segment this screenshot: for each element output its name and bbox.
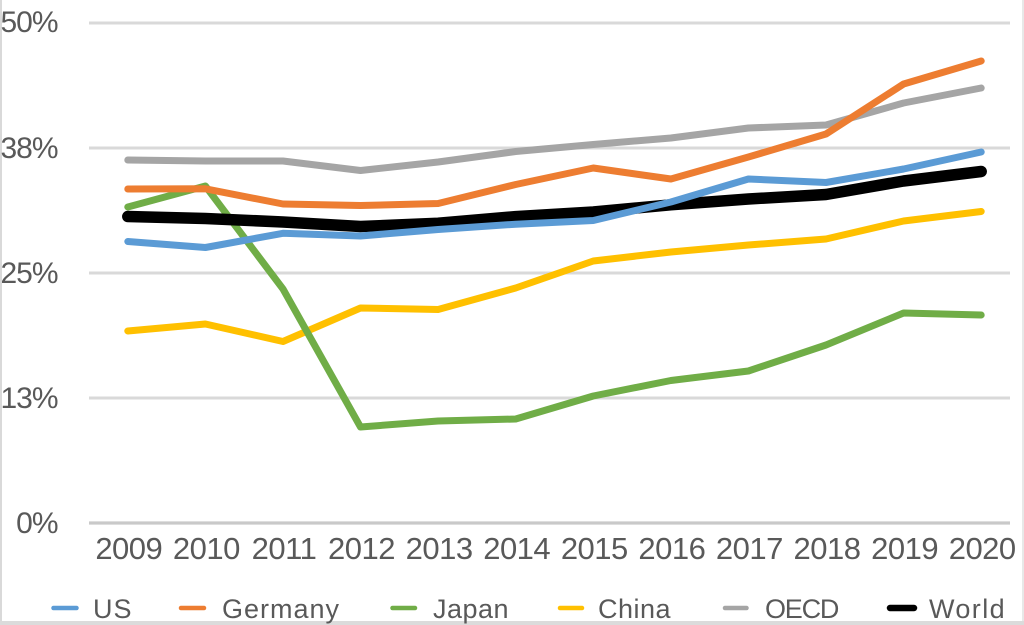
svg-text:2013: 2013 bbox=[406, 531, 473, 566]
svg-text:2018: 2018 bbox=[794, 531, 861, 566]
svg-text:2016: 2016 bbox=[638, 531, 705, 566]
svg-text:2011: 2011 bbox=[252, 531, 317, 566]
svg-text:Germany: Germany bbox=[222, 594, 340, 624]
svg-text:World: World bbox=[929, 594, 1006, 624]
svg-text:2017: 2017 bbox=[716, 531, 783, 566]
svg-text:US: US bbox=[93, 594, 133, 624]
svg-text:2015: 2015 bbox=[561, 531, 628, 566]
svg-text:25%: 25% bbox=[0, 257, 57, 290]
svg-text:2012: 2012 bbox=[328, 531, 395, 566]
svg-text:Japan: Japan bbox=[433, 594, 509, 624]
svg-text:2010: 2010 bbox=[173, 531, 240, 566]
svg-text:China: China bbox=[598, 594, 672, 624]
svg-text:38%: 38% bbox=[0, 132, 57, 165]
svg-text:0%: 0% bbox=[16, 507, 58, 540]
svg-text:2020: 2020 bbox=[949, 531, 1016, 566]
svg-text:50%: 50% bbox=[0, 6, 57, 39]
svg-text:2009: 2009 bbox=[95, 531, 162, 566]
svg-text:13%: 13% bbox=[0, 382, 57, 415]
svg-text:2019: 2019 bbox=[871, 531, 938, 566]
svg-text:2014: 2014 bbox=[483, 531, 550, 566]
svg-text:OECD: OECD bbox=[765, 594, 839, 624]
